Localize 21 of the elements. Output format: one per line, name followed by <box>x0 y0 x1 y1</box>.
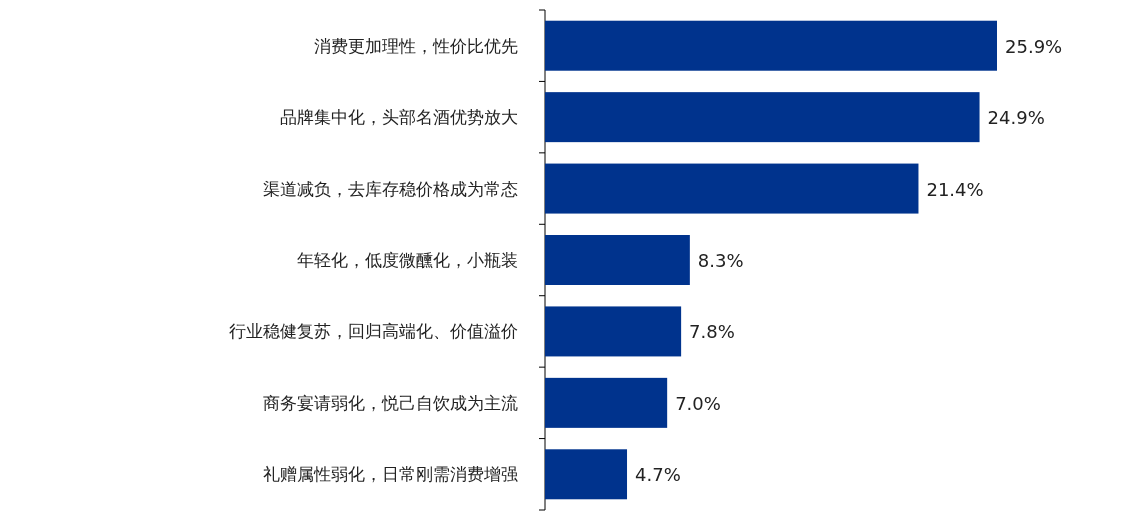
y-tick-label: 消费更加理性，性价比优先 <box>314 35 518 56</box>
data-label: 25.9% <box>1005 35 1063 57</box>
y-tick-label: 商务宴请弱化，悦己自饮成为主流 <box>263 392 518 413</box>
data-label: 8.3% <box>697 250 744 271</box>
data-label: 7.0% <box>675 392 721 414</box>
bar <box>545 163 919 214</box>
bar <box>545 92 980 143</box>
data-label: 21.4% <box>926 178 984 200</box>
data-label: 24.9% <box>987 107 1045 129</box>
bar <box>545 449 628 500</box>
bar <box>545 306 682 357</box>
bar <box>545 20 997 71</box>
data-label: 7.8% <box>689 321 735 343</box>
bar <box>545 235 690 285</box>
y-tick-label: 年轻化，低度微醺化，小瓶装 <box>297 250 518 270</box>
data-label: 4.7% <box>635 464 681 486</box>
bar <box>545 377 668 428</box>
y-tick-label: 行业稳健复苏，回归高端化、价值溢价 <box>229 321 518 342</box>
y-tick-label: 品牌集中化，头部名酒优势放大 <box>280 107 518 128</box>
y-tick-label: 礼赠属性弱化，日常刚需消费增强 <box>263 464 518 485</box>
y-tick-label: 渠道减负，去库存稳价格成为常态 <box>263 178 518 199</box>
